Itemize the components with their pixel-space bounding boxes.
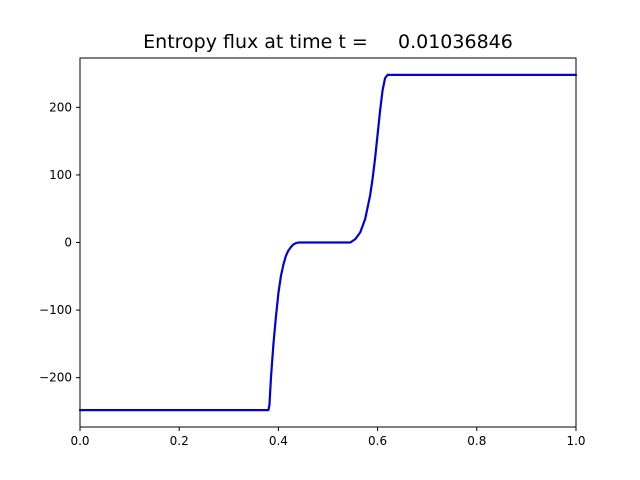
y-tick-label: 100 xyxy=(49,168,72,182)
plot-area xyxy=(78,73,578,412)
x-tick-label: 0.4 xyxy=(269,434,288,448)
y-tick-label: 200 xyxy=(49,100,72,114)
series-line-0 xyxy=(78,73,578,412)
x-tick-label: 0.0 xyxy=(70,434,89,448)
x-tick-label: 0.6 xyxy=(368,434,387,448)
y-tick-label: −200 xyxy=(39,371,72,385)
y-axis: −200 −100 0 100 200 xyxy=(39,100,80,385)
y-tick-label: 0 xyxy=(64,236,72,250)
y-tick-label: −100 xyxy=(39,303,72,317)
chart-title: Entropy flux at time t = 0.01036846 xyxy=(143,31,513,53)
x-axis: 0.0 0.2 0.4 0.6 0.8 1.0 xyxy=(70,427,586,448)
x-tick-label: 1.0 xyxy=(566,434,585,448)
x-tick-label: 0.8 xyxy=(467,434,486,448)
x-tick-label: 0.2 xyxy=(170,434,189,448)
